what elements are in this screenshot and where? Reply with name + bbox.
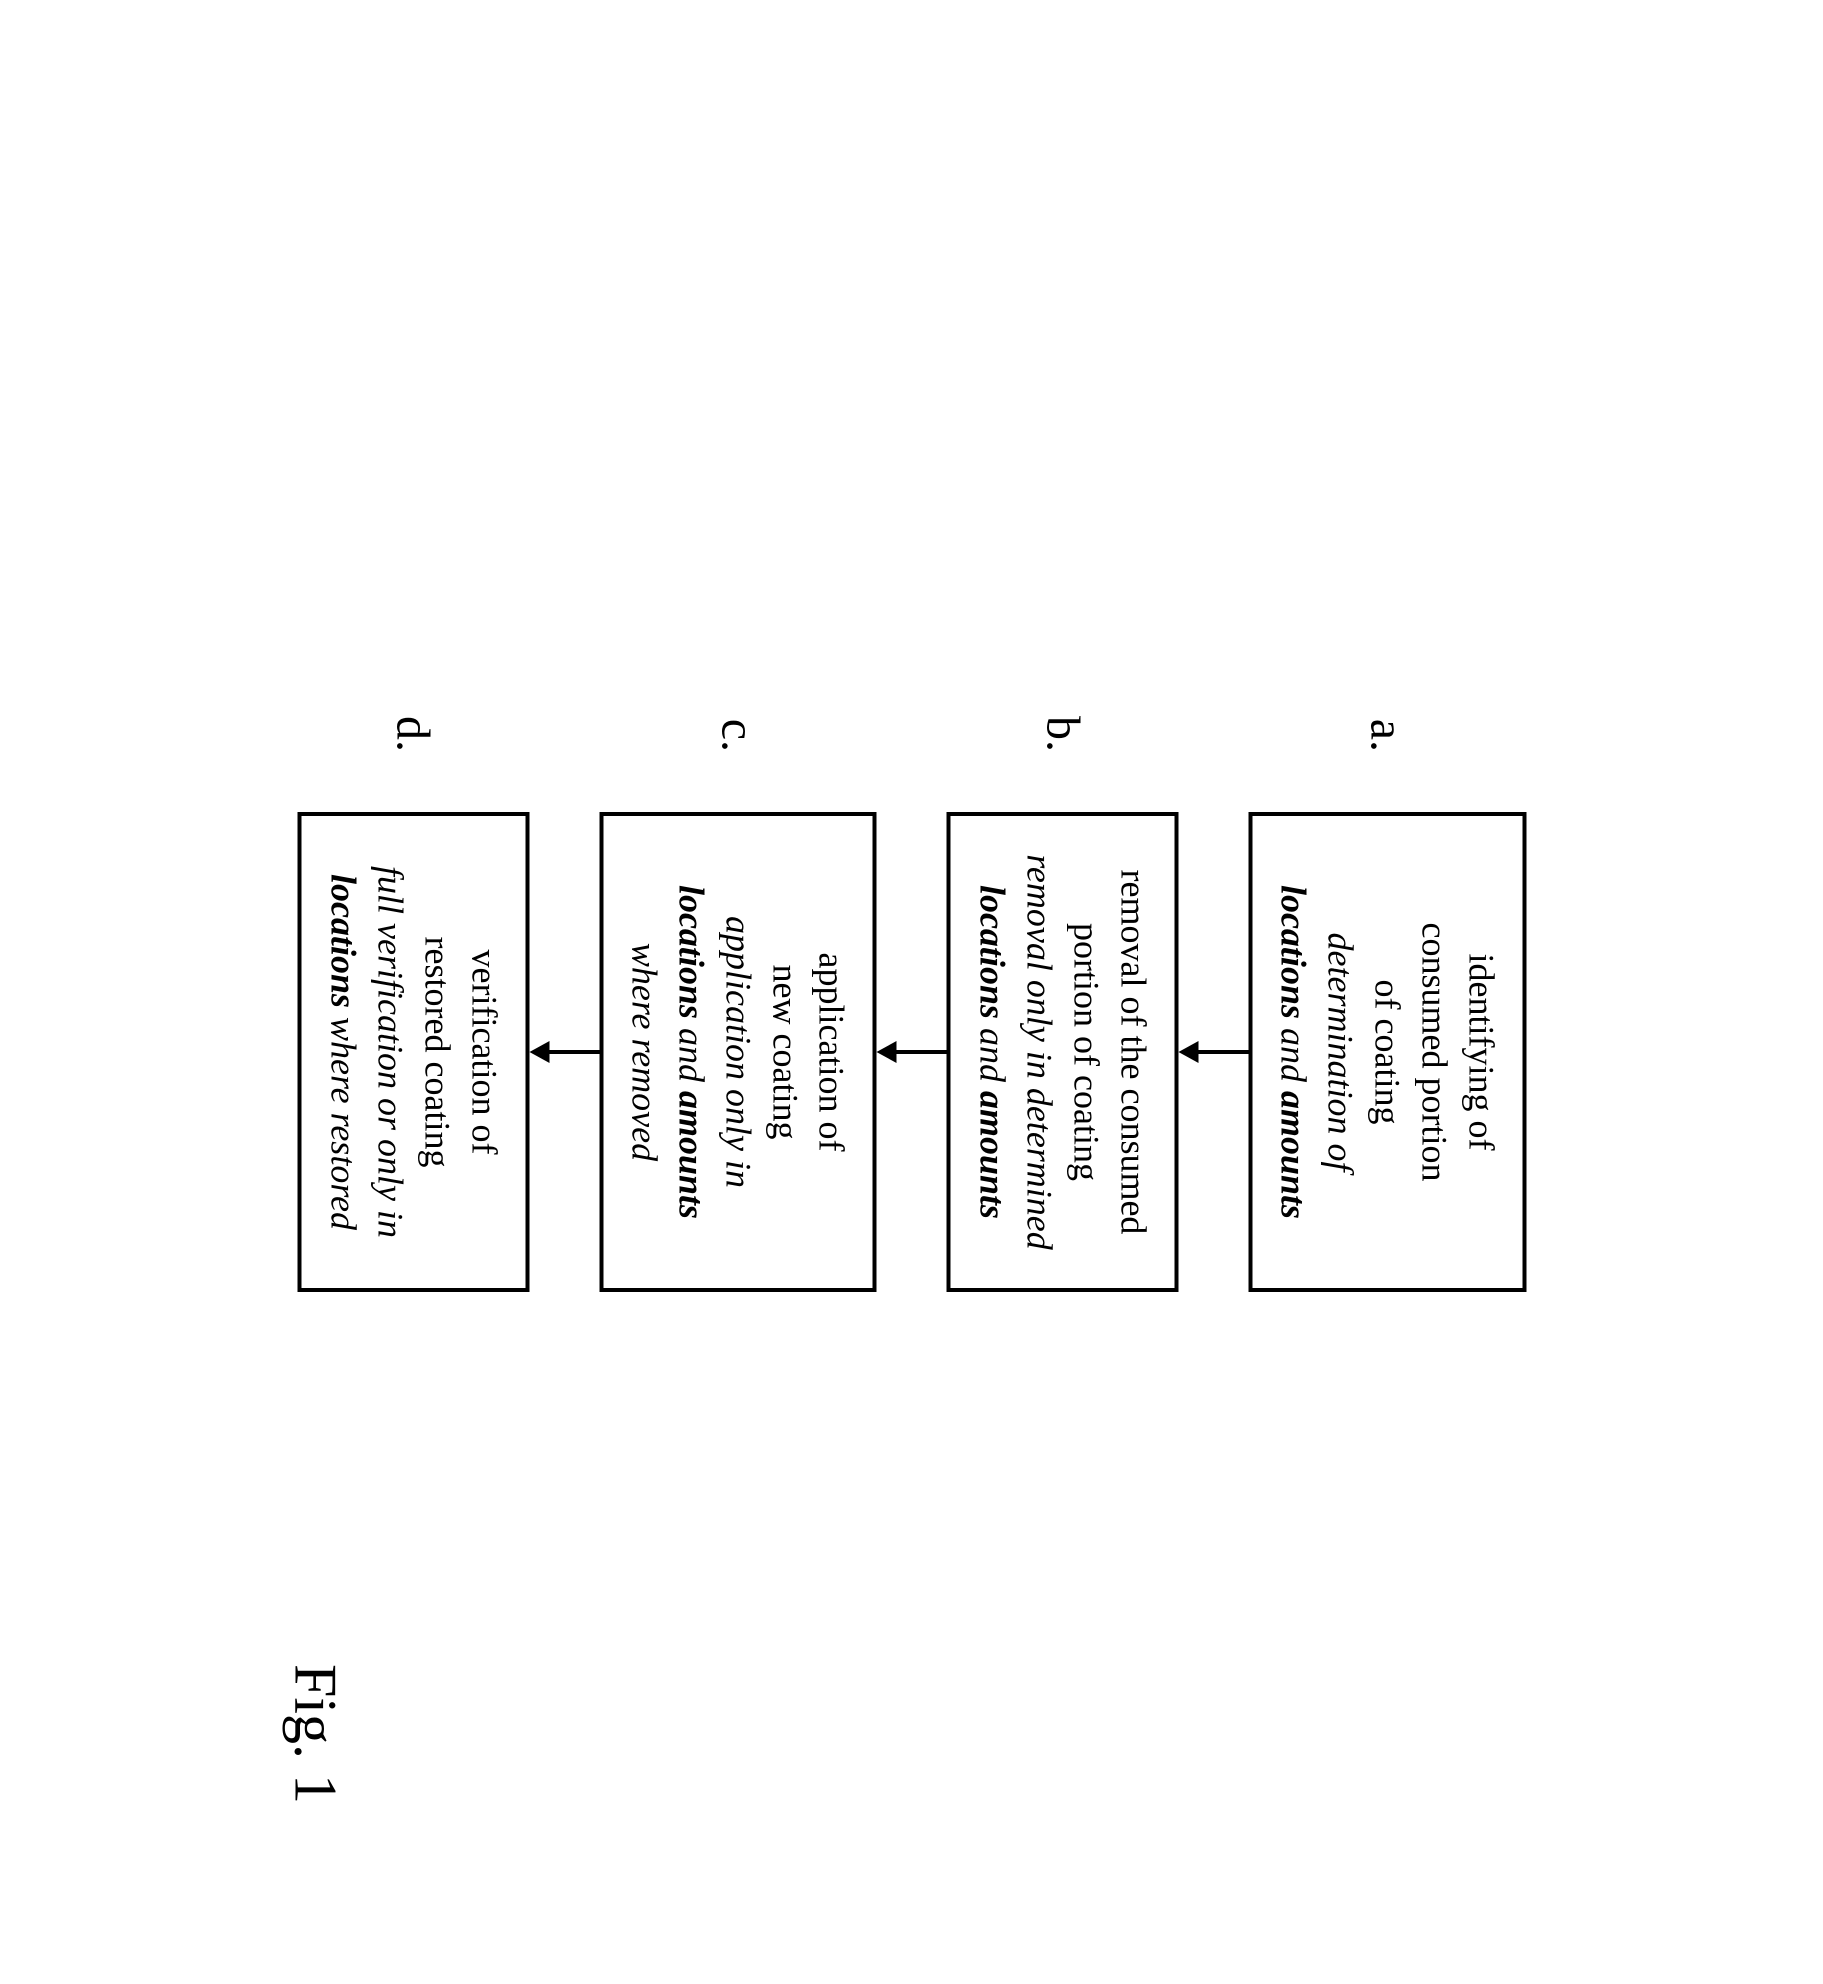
box-text: application of	[808, 840, 855, 1264]
step-box-a: identifying of consumed portion of coati…	[1248, 812, 1526, 1292]
box-text-italic: removal only in determined	[1015, 840, 1062, 1264]
arrow-a-b	[1178, 1037, 1248, 1067]
box-text: consumed portion	[1410, 840, 1457, 1264]
step-box-b: removal of the consumed portion of coati…	[947, 812, 1178, 1292]
step-row-d: d. verification of restored coating full…	[297, 692, 528, 1292]
box-text-bold: locations	[671, 885, 711, 1019]
step-label-c: c.	[710, 692, 765, 752]
box-text-bold: amounts	[1273, 1091, 1313, 1219]
box-text-bold: locations	[972, 885, 1012, 1019]
box-text-span: where restored	[323, 1008, 363, 1230]
figure-label: Fig. 1	[280, 1664, 349, 1804]
arrow-icon	[529, 1037, 599, 1067]
step-row-b: b. removal of the consumed portion of co…	[947, 692, 1178, 1292]
box-text: of coating	[1363, 840, 1410, 1264]
box-text: new coating	[761, 840, 808, 1264]
step-box-c: application of new coating application o…	[599, 812, 877, 1292]
box-text-italic: locations where restored	[319, 840, 366, 1264]
step-row-c: c. application of new coating applicatio…	[599, 692, 877, 1292]
box-text-span: and	[671, 1019, 711, 1091]
box-text-italic: full verification or only in	[366, 840, 413, 1264]
box-text-italic: application only in	[714, 840, 761, 1264]
arrow-icon	[1178, 1037, 1248, 1067]
box-text-bold: locations	[1273, 885, 1313, 1019]
box-text-bold: locations	[323, 874, 363, 1008]
step-label-d: d.	[385, 692, 440, 752]
box-text: portion of coating	[1062, 840, 1109, 1264]
box-text-span: and	[1273, 1019, 1313, 1091]
box-text-italic: where removed	[621, 840, 668, 1264]
box-text: identifying of	[1457, 840, 1504, 1264]
flowchart: a. identifying of consumed portion of co…	[297, 692, 1525, 1292]
box-text-bold: amounts	[972, 1091, 1012, 1219]
arrow-b-c	[877, 1037, 947, 1067]
rotated-viewport: a. identifying of consumed portion of co…	[0, 0, 1823, 1984]
step-label-b: b.	[1035, 692, 1090, 752]
box-text-italic: locations and amounts	[667, 840, 714, 1264]
arrow-c-d	[529, 1037, 599, 1067]
box-text-italic: locations and amounts	[1270, 840, 1317, 1264]
box-text: restored coating	[413, 840, 460, 1264]
box-text: removal of the consumed	[1109, 840, 1156, 1264]
box-text-bold: amounts	[671, 1091, 711, 1219]
box-text-span: and	[972, 1019, 1012, 1091]
step-label-a: a.	[1359, 692, 1414, 752]
step-box-d: verification of restored coating full ve…	[297, 812, 528, 1292]
box-text-italic: determination of	[1316, 840, 1363, 1264]
step-row-a: a. identifying of consumed portion of co…	[1248, 692, 1526, 1292]
arrow-icon	[877, 1037, 947, 1067]
box-text: verification of	[460, 840, 507, 1264]
box-text-italic: locations and amounts	[969, 840, 1016, 1264]
